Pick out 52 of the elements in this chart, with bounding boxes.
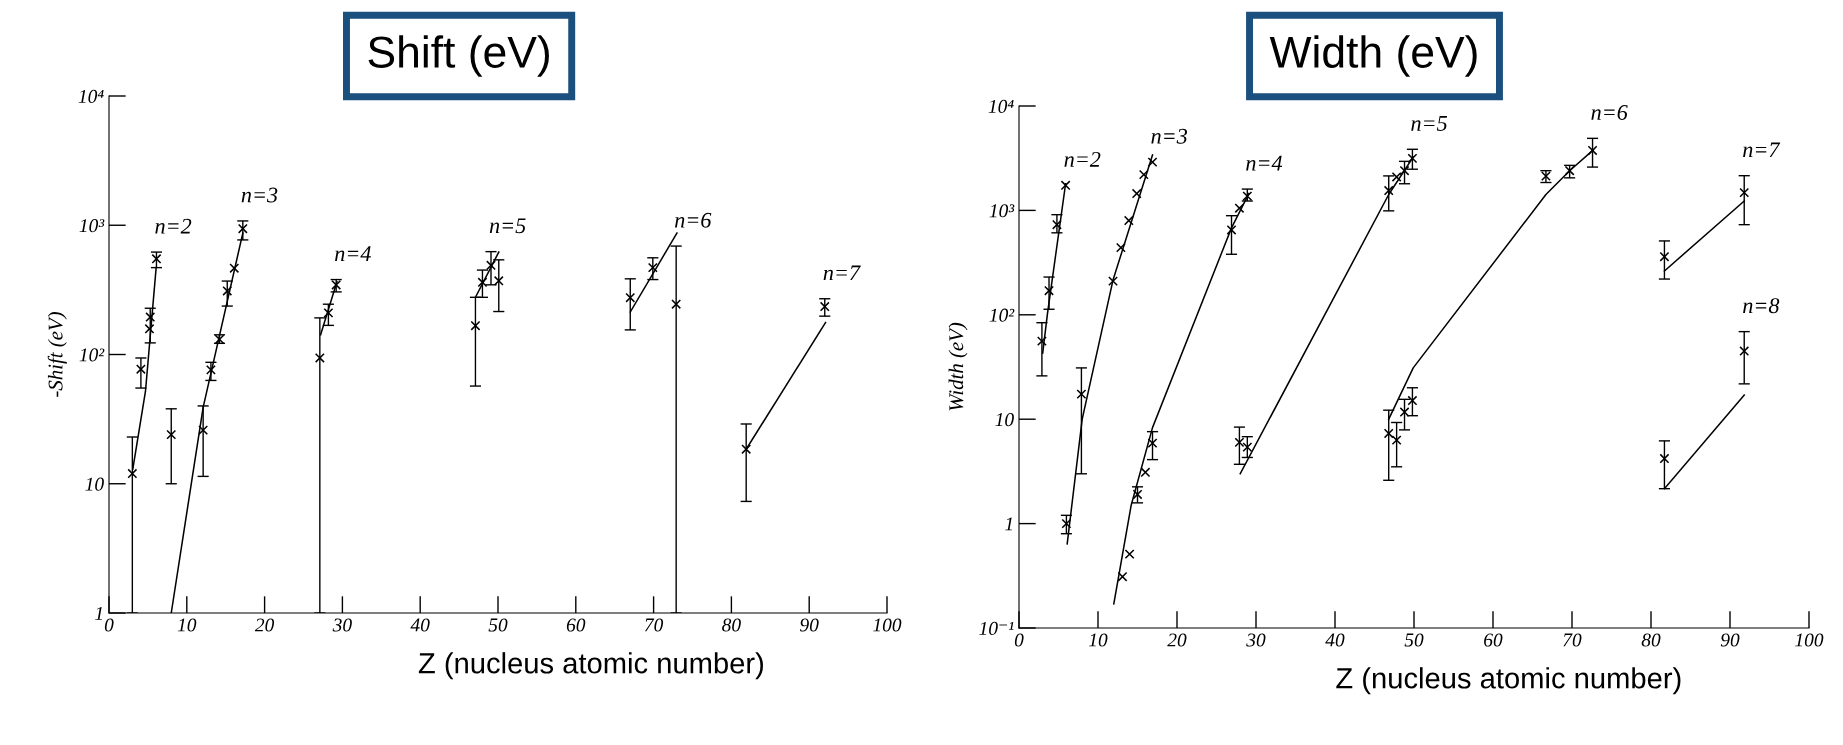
series-label: n=8 [1743,298,1780,314]
series-label: n=3 [241,187,278,203]
y-tick-label: 1 [1005,517,1013,531]
x-axis-title: Z (nucleus atomic number) [418,652,763,680]
x-tick-label: 50 [1404,633,1424,647]
y-tick-label: 10⁴ [988,99,1014,113]
series-label: n=6 [1591,105,1628,120]
y-axis-title: -Shift (eV) [47,312,67,397]
y-tick-label: 10 [995,413,1014,427]
series-label: n=3 [1151,128,1188,144]
y-tick-label: 10² [79,348,105,362]
series-label: n=4 [1246,155,1283,171]
x-tick-label: 80 [1641,633,1661,647]
chart-title: Shift (eV) [368,35,549,77]
y-axis-title: Width (eV) [948,322,968,411]
x-tick-label: 40 [1325,633,1345,647]
x-tick-label: 100 [873,618,902,632]
chart-title: Width (eV) [1269,35,1477,77]
series-label: n=4 [335,246,371,261]
x-tick-label: 30 [1246,633,1266,647]
x-tick-label: 10 [177,618,197,632]
y-tick-label: 10² [989,308,1015,322]
x-tick-label: 0 [1014,633,1024,647]
x-tick-label: 60 [566,618,586,632]
x-tick-label: 60 [1484,633,1503,647]
x-tick-label: 70 [645,618,664,632]
series-label: n=7 [823,265,861,281]
series-label: n=2 [1064,151,1101,167]
x-axis-title: Z (nucleus atomic number) [1336,667,1681,695]
legend-label: n=2 [155,218,192,234]
x-tick-label: 100 [1795,633,1824,647]
x-tick-label: 30 [332,618,352,632]
y-tick-label: 10³ [79,219,105,233]
x-tick-label: 90 [800,618,819,632]
x-tick-label: 0 [104,618,114,632]
series-label: n=6 [675,212,712,228]
x-tick-label: 80 [722,618,741,632]
x-tick-label: 20 [254,618,275,632]
y-tick-label: 1 [95,606,103,620]
x-tick-label: 50 [488,618,508,632]
x-tick-label: 90 [1720,633,1740,647]
x-tick-label: 70 [1563,633,1582,647]
y-tick-label: 10⁻¹ [979,621,1014,635]
series-label: n=7 [1743,142,1781,158]
x-tick-label: 10 [1088,633,1108,647]
series-label: n=5 [1411,116,1448,131]
y-tick-label: 10⁴ [78,89,104,103]
y-tick-label: 10 [85,477,104,491]
series-label: n=5 [489,218,526,234]
x-tick-label: 20 [1167,633,1187,647]
y-tick-label: 10³ [989,204,1015,218]
x-tick-label: 40 [410,618,430,632]
